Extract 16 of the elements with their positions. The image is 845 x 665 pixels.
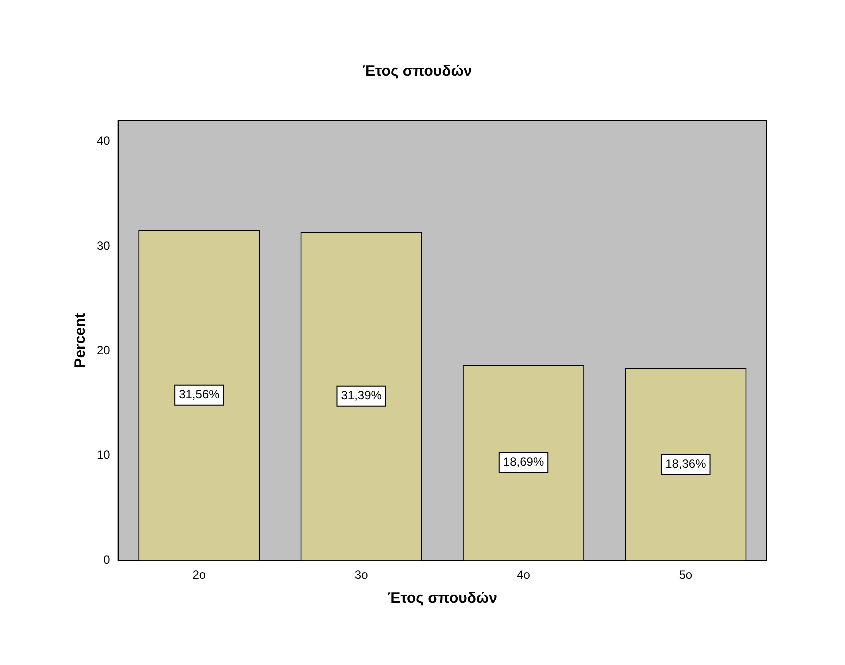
x-axis-title: Έτος σπουδών xyxy=(388,590,498,608)
x-tick-label: 5ο xyxy=(679,568,693,582)
x-tick-label: 4ο xyxy=(517,568,531,582)
x-tick-label: 3ο xyxy=(354,568,369,582)
data-label: 18,69% xyxy=(503,455,544,470)
data-label: 31,39% xyxy=(341,388,382,403)
y-tick-label: 10 xyxy=(96,448,111,462)
x-tick-label: 2ο xyxy=(192,568,206,582)
y-axis-title: Percent xyxy=(72,313,90,368)
y-tick-label: 20 xyxy=(96,344,111,358)
y-tick-label: 40 xyxy=(96,134,111,148)
data-label: 31,56% xyxy=(179,388,220,402)
y-tick-label: 0 xyxy=(104,552,111,567)
y-tick-label: 30 xyxy=(96,238,111,253)
chart-title: Έτος σπουδών xyxy=(362,63,472,80)
data-label: 18,36% xyxy=(666,456,707,471)
